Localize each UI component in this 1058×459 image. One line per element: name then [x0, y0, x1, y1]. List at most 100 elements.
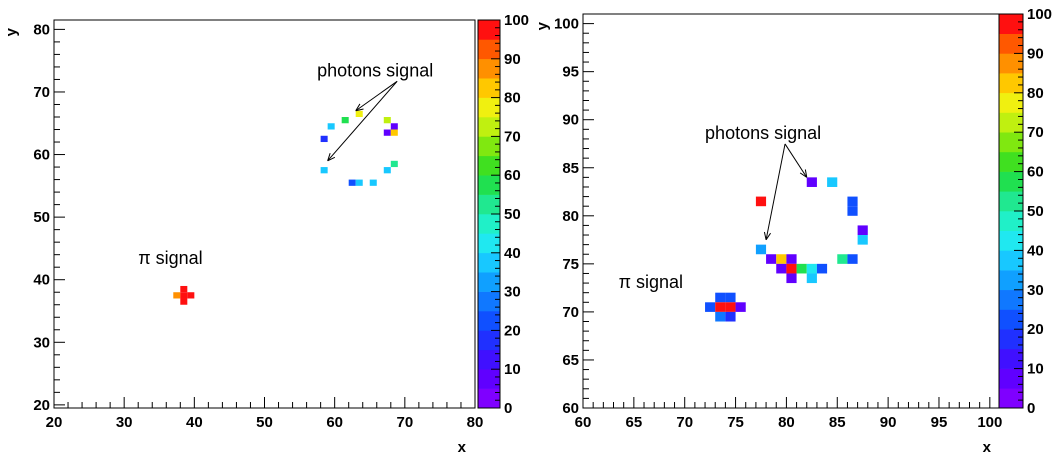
color-bar-band: [999, 151, 1023, 172]
heatmap-cell: [725, 311, 736, 322]
z-tick-label: 60: [1027, 164, 1044, 181]
x-axis-title: x: [458, 439, 467, 456]
x-axis: 60 65 70 75 80 85 90 95 100: [575, 397, 1002, 431]
heatmap-cell: [755, 196, 767, 207]
heatmap-cell: [816, 263, 828, 274]
color-bar-band: [999, 309, 1023, 330]
heatmap-cell: [369, 179, 377, 186]
annotation-arrowhead: [327, 153, 336, 162]
y-tick-label: 100: [554, 16, 579, 33]
annotation-arrowhead: [799, 169, 808, 178]
z-tick-label: 100: [1027, 6, 1052, 23]
z-tick-label: 10: [504, 361, 521, 378]
color-bar-band: [478, 20, 500, 40]
color-bar-band: [999, 329, 1023, 350]
annotation-label: photons signal: [317, 60, 433, 80]
y-axis-title: y: [3, 27, 20, 36]
color-bar-band: [478, 155, 500, 176]
heatmap-cell: [776, 263, 787, 274]
annotation-arrowhead: [763, 231, 771, 241]
heatmap-cell: [735, 302, 746, 312]
heatmap-cell: [327, 123, 335, 130]
annotation-arrow: [327, 80, 398, 162]
heatmap-cell: [725, 302, 736, 312]
heatmap-cell: [180, 298, 188, 305]
z-tick-label: 90: [504, 51, 521, 68]
y-tick-label: 60: [33, 147, 50, 164]
z-tick-label: 0: [1027, 400, 1035, 417]
heatmap-cell: [786, 254, 797, 264]
heatmap-cell: [320, 167, 328, 174]
heatmap-cell: [348, 179, 356, 186]
heatmap-cell: [705, 302, 716, 312]
heatmap-cell: [847, 206, 858, 216]
color-bar: 0 10 20 30 40 50 60 70 80 90 100: [477, 12, 529, 417]
y-tick-label: 50: [33, 209, 50, 226]
color-bar-band: [999, 388, 1023, 409]
color-bar-band: [478, 272, 500, 292]
y-tick-label: 60: [562, 400, 579, 417]
color-bar-band: [478, 388, 500, 409]
color-bar-band: [999, 132, 1023, 153]
y-tick-label: 80: [562, 208, 579, 225]
y-tick-label: 65: [562, 352, 579, 369]
heatmap-cell: [837, 254, 848, 264]
z-tick-label: 30: [504, 284, 521, 301]
y-axis: 20 30 40 50 60 70 80: [33, 21, 65, 414]
color-bar-band: [999, 112, 1023, 133]
heatmap-cell: [806, 177, 817, 187]
x-tick-label: 50: [256, 414, 273, 431]
color-bar-band: [999, 250, 1023, 271]
x-tick-label: 100: [977, 414, 1002, 431]
heatmap-cell: [857, 235, 868, 245]
color-bar-band: [999, 270, 1023, 291]
z-tick-label: 50: [504, 206, 521, 223]
color-bar-band: [999, 348, 1023, 369]
heatmap-cell: [715, 292, 726, 303]
y-tick-label: 80: [33, 21, 50, 38]
y-tick-label: 20: [33, 397, 50, 414]
heatmap-cell: [180, 285, 188, 293]
heatmap-cell: [755, 244, 767, 255]
y-axis-title: y: [534, 21, 551, 30]
color-bar-band: [999, 73, 1023, 94]
annotation-label: π signal: [619, 272, 683, 292]
heatmap-cell: [180, 292, 188, 299]
heatmap-cell: [786, 273, 797, 284]
color-bar-band: [478, 39, 500, 60]
color-bar-band: [478, 214, 500, 234]
color-bar-band: [478, 117, 500, 137]
color-bar-band: [999, 211, 1023, 231]
y-tick-label: 95: [562, 64, 579, 81]
color-bar-band: [478, 349, 500, 370]
x-tick-label: 70: [396, 414, 413, 431]
y-tick-label: 90: [562, 112, 579, 129]
heatmap-cell: [715, 311, 726, 322]
x-tick-label: 20: [46, 414, 63, 431]
z-tick-label: 0: [504, 400, 512, 417]
heatmap-cells: [173, 110, 398, 305]
z-tick-label: 100: [504, 12, 529, 29]
heatmap-cell: [173, 292, 181, 299]
y-axis: 60 65 70 75 80 85 90 95 100: [554, 13, 594, 417]
heatmap-cell: [383, 117, 391, 124]
color-bar-band: [999, 33, 1023, 54]
color-bar-band: [478, 311, 500, 331]
annotation-arrow: [355, 80, 398, 112]
color-bar-band: [999, 368, 1023, 389]
x-axis: 20 30 40 50 60 70 80: [46, 397, 483, 431]
heatmap-cell: [847, 196, 858, 207]
heatmap-cell: [320, 135, 328, 143]
heatmap-cell: [847, 254, 858, 264]
y-tick-label: 30: [33, 334, 50, 351]
z-tick-label: 10: [1027, 361, 1044, 378]
z-tick-label: 20: [504, 322, 521, 339]
color-bar-band: [478, 233, 500, 254]
z-tick-label: 80: [504, 90, 521, 107]
heatmap-cell: [806, 273, 817, 284]
annotation-arrow: [784, 143, 808, 178]
z-tick-label: 70: [504, 128, 521, 145]
heatmap-cell: [383, 129, 391, 136]
z-tick-label: 20: [1027, 321, 1044, 338]
x-tick-label: 40: [186, 414, 203, 431]
